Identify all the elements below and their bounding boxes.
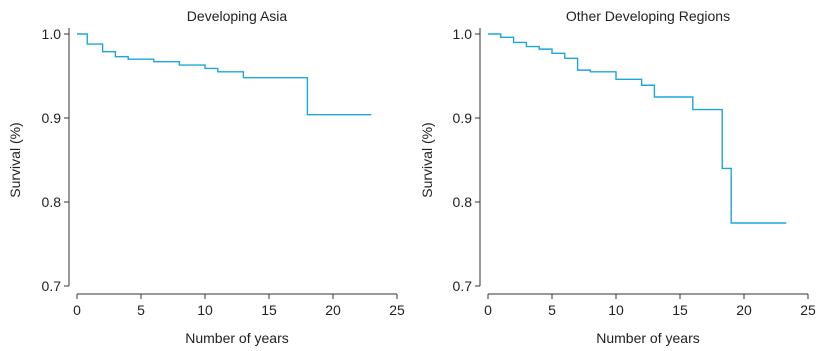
- survival-chart-developing-asia: Developing Asia 0.7 0.8 0.9 1.0 0 5 10 15 20 25 Num…: [7, 8, 405, 346]
- chart-0-y-tick-label: 0.7: [42, 278, 62, 294]
- chart-1-y-tick-label: 0.9: [453, 110, 473, 126]
- chart-1-y-tick-label: 1.0: [453, 26, 473, 42]
- chart-0-x-tick-label: 10: [197, 302, 213, 318]
- chart-0-x-tick-label: 0: [73, 302, 81, 318]
- chart-0-y-tick-label: 1.0: [42, 26, 62, 42]
- chart-1-title: Other Developing Regions: [566, 8, 730, 24]
- chart-0-x-tick-label: 5: [137, 302, 145, 318]
- chart-1-y-tick-label: 0.7: [453, 278, 473, 294]
- chart-panel-developing-asia: Developing Asia 0.7 0.8 0.9 1.0 0 5 10 15 20 25 Num…: [7, 8, 405, 346]
- chart-1-x-tick-label: 0: [484, 302, 492, 318]
- chart-1-x-tick-label: 25: [800, 302, 816, 318]
- chart-panel-other-developing-regions: Other Developing Regions 0.7 0.8 0.9 1.0 0 5 10…: [412, 0, 823, 351]
- chart-1-x-tick-label: 10: [608, 302, 624, 318]
- chart-1-survival-line: [488, 33, 787, 224]
- chart-1-y-axis-label: Survival (%): [419, 122, 435, 197]
- chart-1-x-axis-label: Number of years: [596, 330, 699, 346]
- chart-0-y-tick-label: 0.9: [42, 110, 62, 126]
- chart-0-x-tick-label: 20: [325, 302, 341, 318]
- chart-0-y-axis-label: Survival (%): [7, 122, 23, 197]
- chart-0-x-tick-label: 25: [389, 302, 405, 318]
- chart-1-y-tick-label: 0.8: [453, 194, 473, 210]
- chart-1-x-tick-label: 15: [672, 302, 688, 318]
- chart-1-x-tick-label: 20: [736, 302, 752, 318]
- chart-0-y-tick-label: 0.8: [42, 194, 62, 210]
- chart-0-x-axis-label: Number of years: [185, 330, 288, 346]
- survival-chart-other-developing-regions: Other Developing Regions 0.7 0.8 0.9 1.0 0 5 10…: [419, 8, 816, 346]
- chart-0-survival-line: [77, 33, 372, 116]
- chart-0-title: Developing Asia: [187, 8, 288, 24]
- chart-1-x-tick-label: 5: [548, 302, 556, 318]
- chart-0-x-tick-label: 15: [261, 302, 277, 318]
